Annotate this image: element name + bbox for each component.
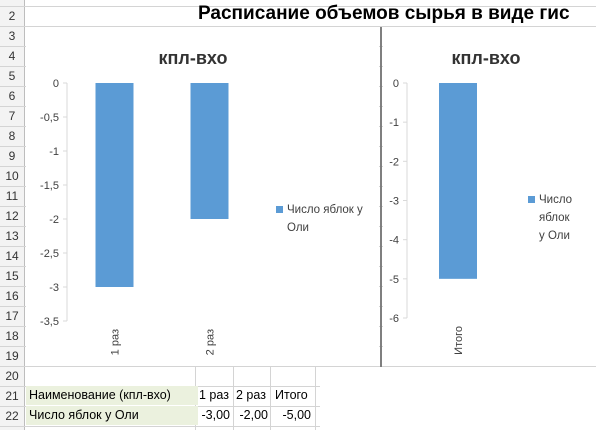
table-row-value-1[interactable]: -3,00 [201,408,231,422]
row-number[interactable]: 22 [5,409,19,423]
legend-label: Число [539,194,572,206]
y-tick-label: -4 [389,235,399,247]
bar [190,83,229,219]
bar [95,83,134,287]
row-number[interactable]: 10 [5,169,19,183]
x-tick-label: 2 раз [205,329,217,355]
x-tick-label: 1 раз [110,329,122,355]
chart-left-svg: кпл-вхо 0 -0,5 -1 -1,5 -2 -2,5 -3 -3,5 1 раз 2 раз… [40,48,363,355]
y-tick-label: -3 [49,282,59,294]
y-tick-label: 0 [53,78,59,90]
legend-label: у Оли [539,230,570,242]
y-tick-label: -1 [49,146,59,158]
bar [439,83,477,279]
column-gridline [233,366,234,430]
row-number[interactable]: 20 [5,369,19,383]
column-gridline [315,366,316,430]
legend-label: яблок [539,212,571,224]
row-number[interactable]: 19 [5,349,19,363]
legend-swatch [276,206,283,213]
table-header-total[interactable]: Итого [275,388,308,402]
row-number[interactable]: 2 [8,9,16,23]
row-number[interactable]: 6 [8,89,16,103]
y-tick-label: -2 [389,156,399,168]
y-tick-label: -2,5 [40,248,59,260]
y-tick-label: -5 [389,274,399,286]
legend-label: Число яблок у [287,204,363,216]
y-tick-label: -6 [389,313,399,325]
chart-left[interactable]: кпл-вхо 0 -0,5 -1 -1,5 -2 -2,5 -3 -3,5 1 раз 2 раз… [26,28,379,366]
chart-title: кпл-вхо [159,48,228,68]
chart-right[interactable]: кпл-вхо 0 -1 -2 -3 -4 -5 -6 Итого Число яблок у Оли [383,28,596,366]
table-row-value-total[interactable]: -5,00 [282,408,312,422]
row-gridline [0,26,596,27]
row-number[interactable]: 17 [5,309,19,323]
y-tick-label: 0 [393,78,399,90]
row-number[interactable]: 16 [5,289,19,303]
column-gridline [270,366,271,430]
row-gridline [0,366,596,367]
row-header-column: 12345678910111213141516171819202122 [0,0,25,430]
table-header-name[interactable]: Наименование (кпл-вхо) [26,386,198,405]
row-number[interactable]: 1 [0,0,24,6]
y-tick-label: -2 [49,214,59,226]
row-gridline [0,6,596,7]
y-tick-label: -1,5 [40,180,59,192]
y-tick-label: -1 [389,117,399,129]
legend-label: Оли [287,222,309,234]
table-header-1[interactable]: 1 раз [199,388,229,402]
chart-right-svg: кпл-вхо 0 -1 -2 -3 -4 -5 -6 Итого Число яблок у Оли [389,48,572,355]
chart-title: кпл-вхо [452,48,521,68]
row-number[interactable]: 3 [8,29,16,43]
row-number[interactable]: 14 [5,249,19,263]
row-number[interactable]: 4 [8,49,16,63]
row-number[interactable]: 7 [8,109,16,123]
row-number[interactable]: 21 [5,389,19,403]
row-number[interactable]: 15 [5,269,19,283]
table-header-2[interactable]: 2 раз [236,388,266,402]
table-row-name[interactable]: Число яблок у Оли [26,406,198,425]
y-tick-label: -3,5 [40,316,59,328]
row-number[interactable]: 13 [5,229,19,243]
table-row-value-2[interactable]: -2,00 [239,408,269,422]
row-number[interactable]: 18 [5,329,19,343]
row-gridline [0,426,320,427]
sheet-title[interactable]: Расписание объемов сырья в виде гис [198,3,570,24]
row-number[interactable]: 5 [8,69,16,83]
y-tick-label: -3 [389,196,399,208]
legend-swatch [528,196,535,203]
row-number[interactable]: 9 [8,149,16,163]
chart-divider [380,27,382,367]
y-tick-label: -0,5 [40,112,59,124]
row-number[interactable]: 11 [5,189,19,203]
x-tick-label: Итого [453,326,465,355]
row-number[interactable]: 12 [5,209,19,223]
row-number[interactable]: 8 [8,129,16,143]
